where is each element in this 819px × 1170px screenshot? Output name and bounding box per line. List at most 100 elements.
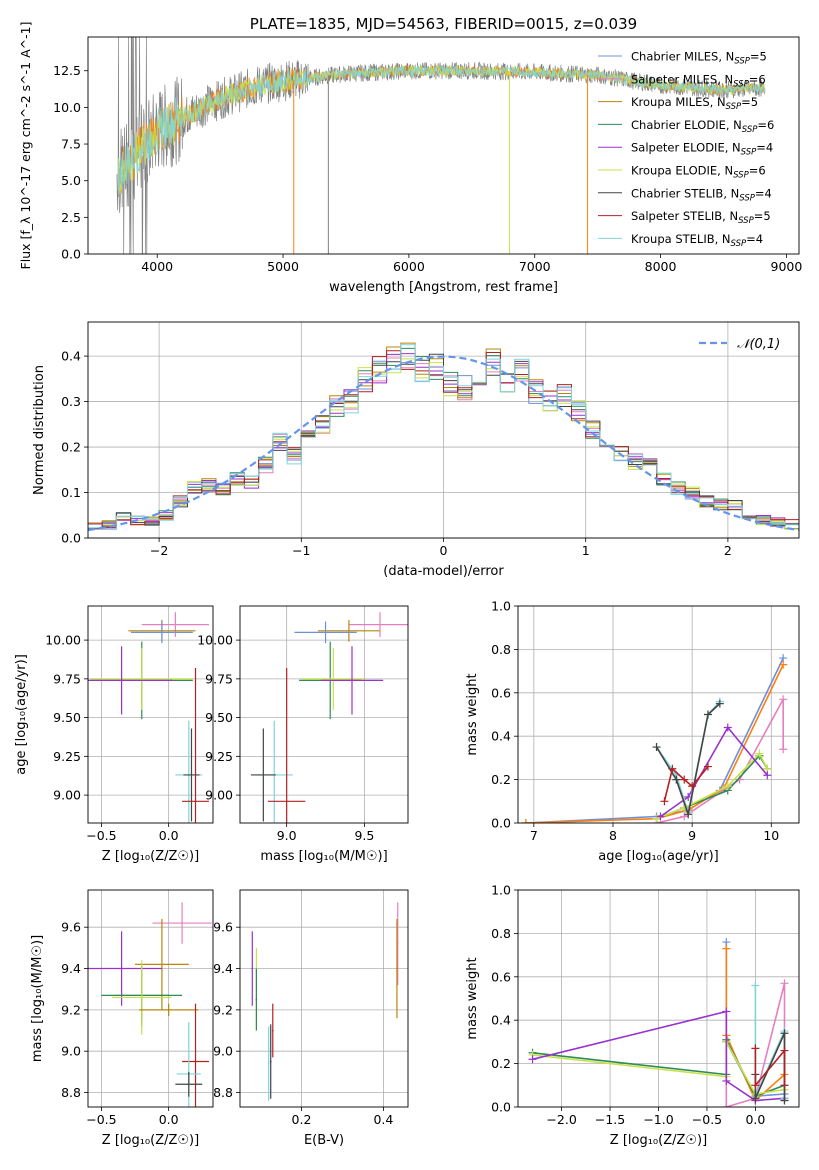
y-tick-label: 9.0 xyxy=(213,1044,233,1059)
y-axis-label: mass weight xyxy=(465,673,480,755)
y-tick-label: 2.5 xyxy=(61,210,81,225)
mass-vs-metallicity-panel: −0.5 0.0 8.8 9.0 9.2 9.4 9.6 Z [log₁₀(Z/Z☉)] mas… xyxy=(30,889,214,1148)
x-axis-label: Z [log₁₀(Z/Z☉)] xyxy=(610,1133,707,1148)
y-tick-label: 9.2 xyxy=(61,1002,81,1017)
x-tick-label: 8 xyxy=(609,828,617,843)
x-axis-label: Z [log₁₀(Z/Z☉)] xyxy=(102,1133,199,1148)
x-axis-label: age [log₁₀(age/yr)] xyxy=(598,849,719,864)
y-tick-label: 9.0 xyxy=(61,1044,81,1059)
mass-weight-marker xyxy=(780,1029,789,1038)
legend-label: Chabrier MILES, NSSP=5 xyxy=(631,50,767,67)
mass-weight-marker xyxy=(668,764,677,773)
legend-label: Salpeter ELODIE, NSSP=4 xyxy=(631,141,773,158)
mass-weight-line xyxy=(525,664,784,823)
legend-label: Chabrier ELODIE, NSSP=6 xyxy=(631,118,774,135)
x-axis-label: wavelength [Angstrom, rest frame] xyxy=(329,280,558,295)
x-tick-label: 0.4 xyxy=(373,1112,393,1127)
mass-weight-marker xyxy=(703,710,712,719)
mass-weight-marker xyxy=(779,660,788,669)
mass-weight-marker xyxy=(528,1055,537,1064)
y-tick-label: 0.0 xyxy=(61,247,81,262)
x-tick-label: 9000 xyxy=(771,259,803,274)
x-tick-label: 7000 xyxy=(519,259,551,274)
plot-frame xyxy=(517,605,800,824)
x-tick-label: 0.0 xyxy=(745,1112,765,1127)
plot-frame xyxy=(87,321,800,539)
legend-label: Salpeter MILES, NSSP=6 xyxy=(631,72,766,89)
y-tick-label: 9.6 xyxy=(213,920,233,935)
mass-weight-marker xyxy=(652,743,661,752)
y-tick-label: 1.0 xyxy=(491,883,511,898)
model-spectrum-line xyxy=(117,64,766,195)
x-axis-label: (data-model)/error xyxy=(383,564,504,579)
plot-area xyxy=(88,342,799,532)
y-tick-label: 0.3 xyxy=(61,394,81,409)
mass-weight-marker xyxy=(780,1046,789,1055)
plot-area xyxy=(88,612,209,823)
mass-weight-marker xyxy=(723,782,732,791)
y-tick-label: 0.4 xyxy=(491,729,511,744)
y-tick-label: 0.8 xyxy=(491,926,511,941)
mass-weight-marker xyxy=(723,723,732,732)
y-tick-label: 0.6 xyxy=(491,969,511,984)
x-tick-label: 0.0 xyxy=(159,828,179,843)
plot-area xyxy=(116,37,766,254)
mass-weight-marker xyxy=(656,812,665,821)
mass-weight-line xyxy=(660,726,768,818)
plot-area xyxy=(528,938,789,1107)
mass-weight-marker xyxy=(751,1094,760,1103)
y-tick-label: 1.0 xyxy=(491,599,511,614)
y-tick-label: 0.2 xyxy=(491,1056,511,1071)
mass-weight-marker xyxy=(755,749,764,758)
mass-weight-marker xyxy=(751,1081,760,1090)
mass-weight-line xyxy=(656,754,768,820)
mass-weight-marker xyxy=(660,797,669,806)
mass-weight-marker xyxy=(722,1007,731,1016)
x-tick-label: 0.0 xyxy=(159,1112,179,1127)
x-tick-label: 7 xyxy=(530,828,538,843)
plot-frame xyxy=(87,605,214,824)
legend-label: Salpeter STELIB, NSSP=5 xyxy=(631,209,771,226)
mass-weight-marker xyxy=(722,1076,731,1085)
x-tick-label: 6000 xyxy=(393,259,425,274)
x-tick-label: −2.0 xyxy=(546,1112,576,1127)
residuals-panel: −2 −1 0 1 2 0.0 0.1 0.2 0.3 0.4 (data-model)/error… xyxy=(32,321,800,579)
x-tick-label: −1.5 xyxy=(595,1112,625,1127)
legend-label: Kroupa ELODIE, NSSP=6 xyxy=(631,164,766,181)
y-tick-label: 5.0 xyxy=(61,173,81,188)
y-tick-label: 0.6 xyxy=(491,685,511,700)
y-axis-label: age [log₁₀(age/yr)] xyxy=(14,654,29,775)
y-tick-label: 10.00 xyxy=(45,633,81,648)
y-tick-label: 9.50 xyxy=(53,710,81,725)
legend-label: Chabrier STELIB, NSSP=4 xyxy=(631,186,772,203)
y-tick-label: 0.2 xyxy=(491,772,511,787)
y-tick-label: 0.4 xyxy=(491,1013,511,1028)
x-tick-label: −0.5 xyxy=(86,1112,116,1127)
x-tick-label: 9.5 xyxy=(354,828,374,843)
plot-frame xyxy=(87,36,800,255)
plot-frame xyxy=(239,889,409,1108)
mass-weight-vs-metallicity-panel: −2.0 −1.5 −1.0 −0.5 0.0 0.0 0.2 0.4 0.6 0.8 1.0 Z [… xyxy=(465,883,800,1148)
x-tick-label: −0.5 xyxy=(86,828,116,843)
y-tick-label: 9.75 xyxy=(205,671,233,686)
y-tick-label: 8.8 xyxy=(213,1085,233,1100)
plot-area xyxy=(250,612,408,823)
x-axis-label: Z [log₁₀(Z/Z☉)] xyxy=(102,849,199,864)
y-tick-label: 0.8 xyxy=(491,642,511,657)
mass-weight-line xyxy=(525,657,784,823)
mass-vs-extinction-panel: 0.2 0.4 8.8 9.0 9.2 9.4 9.6 E(B-V) xyxy=(213,889,409,1148)
mass-weight-marker xyxy=(722,1103,731,1107)
legend: Chabrier MILES, NSSP=5 Salpeter MILES, NS… xyxy=(598,50,774,249)
y-tick-label: 0.1 xyxy=(61,485,81,500)
x-tick-label: −0.5 xyxy=(692,1112,722,1127)
x-tick-label: 2 xyxy=(724,543,732,558)
legend-label: Kroupa STELIB, NSSP=4 xyxy=(631,232,763,249)
mass-weight-marker xyxy=(780,1096,789,1105)
mass-weight-marker xyxy=(779,695,788,704)
normal-distribution-curve xyxy=(88,355,799,532)
mass-weight-marker xyxy=(703,762,712,771)
y-tick-label: 0.0 xyxy=(491,1100,511,1115)
figure-title: PLATE=1835, MJD=54563, FIBERID=0015, z=0… xyxy=(250,15,637,33)
x-tick-label: 9.0 xyxy=(277,828,297,843)
